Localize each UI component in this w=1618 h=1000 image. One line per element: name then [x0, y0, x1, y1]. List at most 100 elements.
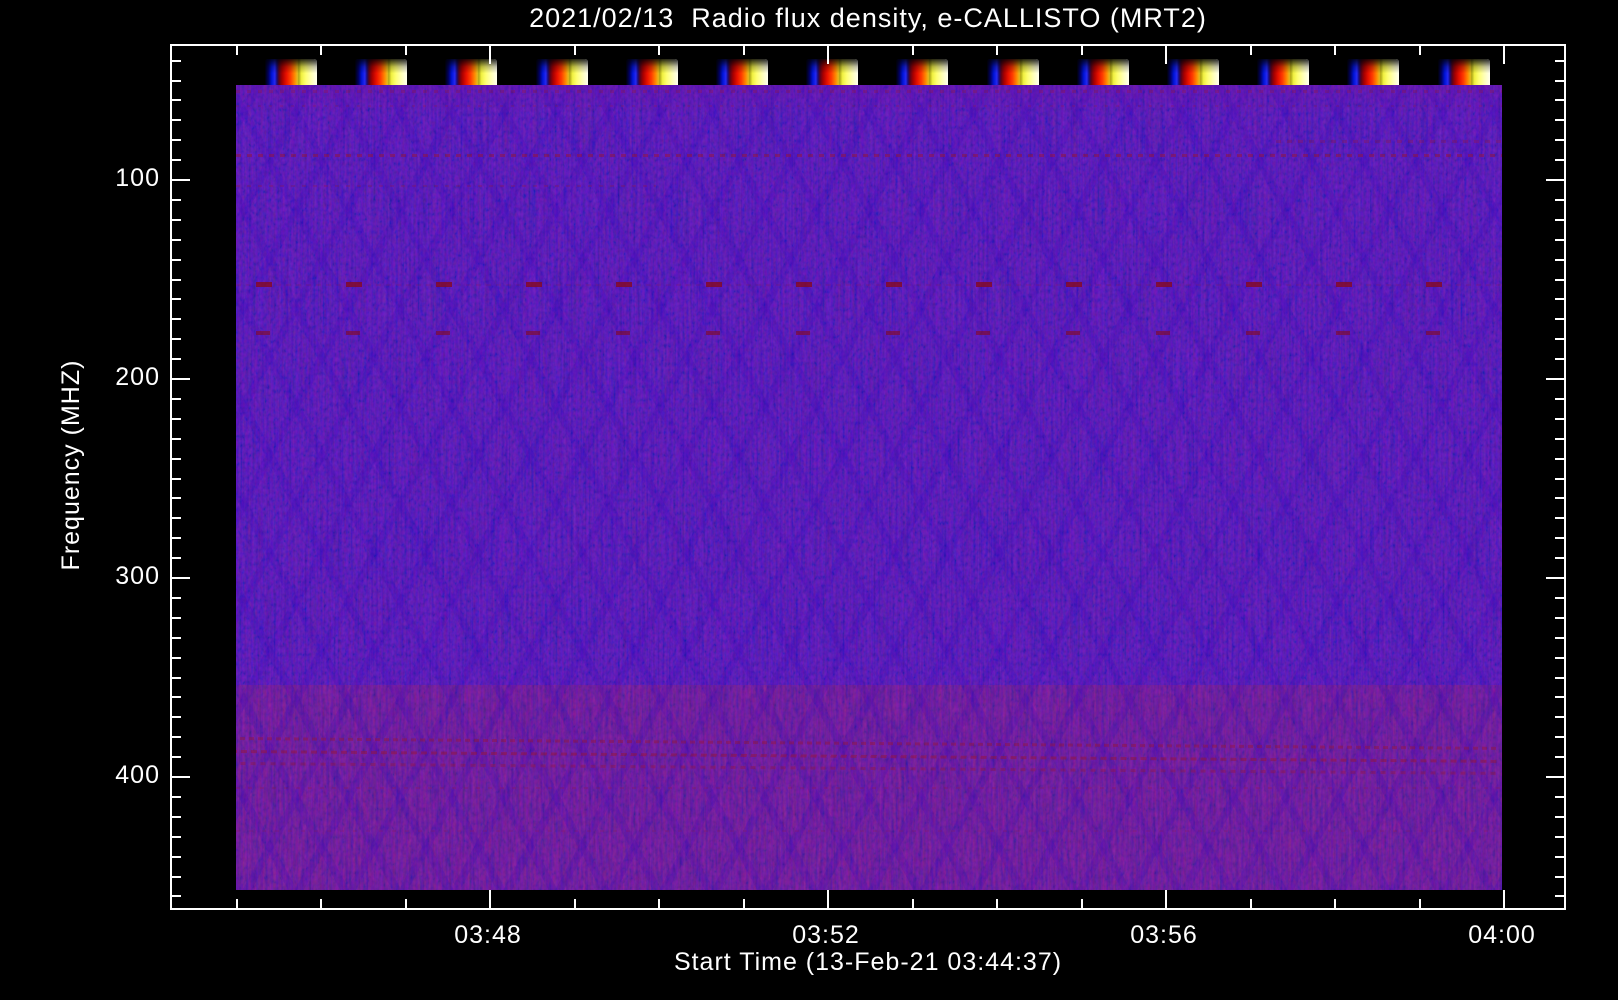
interference-line: [256, 331, 1502, 335]
axis-tick: [172, 497, 181, 500]
axis-tick: [1555, 656, 1564, 659]
top-mottle-overlay: [236, 85, 1502, 115]
axis-tick: [172, 676, 181, 679]
axis-tick: [911, 899, 914, 908]
axis-tick: [172, 139, 181, 142]
axis-tick: [235, 46, 238, 55]
calibration-burst: [986, 59, 1039, 85]
axis-tick: [1418, 899, 1421, 908]
x-tick-label: 04:00: [1468, 921, 1536, 949]
axis-tick: [1555, 298, 1564, 301]
axis-tick: [1555, 537, 1564, 540]
x-tick-label: 03:52: [792, 921, 860, 949]
axis-tick: [1080, 46, 1083, 55]
axis-tick: [1546, 577, 1564, 579]
axis-tick: [911, 46, 914, 55]
axis-tick: [1546, 378, 1564, 380]
axis-tick: [172, 616, 181, 619]
y-axis-title: Frequency (MHZ): [57, 359, 85, 571]
axis-tick: [172, 656, 181, 659]
axis-tick: [1334, 899, 1336, 908]
axis-tick: [1555, 636, 1564, 639]
axis-tick: [1334, 46, 1336, 55]
axis-tick: [1555, 517, 1564, 520]
axis-tick: [172, 79, 181, 82]
axis-tick: [996, 46, 998, 55]
interference-line: [236, 105, 1502, 107]
calibration-burst: [1257, 59, 1310, 85]
y-tick-label: 100: [115, 164, 160, 192]
axis-tick: [1555, 616, 1564, 619]
calibration-band: [236, 59, 1502, 85]
axis-tick: [1555, 437, 1564, 440]
axis-tick: [658, 899, 660, 908]
interference-line: [256, 282, 1502, 287]
axis-tick: [404, 899, 407, 908]
axis-tick: [172, 338, 181, 341]
axis-tick: [172, 358, 181, 361]
axis-tick: [172, 238, 181, 241]
axis-tick: [1555, 497, 1564, 500]
axis-tick: [1555, 457, 1564, 460]
calibration-burst: [896, 59, 949, 85]
axis-tick: [172, 278, 181, 281]
axis-tick: [172, 159, 181, 162]
axis-tick: [172, 397, 181, 400]
axis-tick: [827, 46, 829, 64]
axis-tick: [172, 59, 181, 62]
calibration-burst: [1076, 59, 1129, 85]
axis-tick: [320, 46, 322, 55]
axis-tick: [235, 899, 238, 908]
axis-tick: [172, 198, 181, 201]
axis-tick: [172, 119, 181, 122]
axis-tick: [1555, 198, 1564, 201]
axis-tick: [172, 716, 181, 719]
axis-tick: [1555, 716, 1564, 719]
axis-tick: [1555, 338, 1564, 341]
calibration-burst: [265, 59, 317, 85]
axis-tick: [1555, 756, 1564, 759]
calibration-burst: [445, 59, 498, 85]
plot-frame: [170, 44, 1566, 910]
x-tick-label: 03:48: [454, 921, 522, 949]
y-tick-label: 300: [115, 562, 160, 590]
axis-tick: [1555, 99, 1564, 102]
axis-tick: [172, 696, 181, 699]
axis-tick: [172, 756, 181, 759]
interference-line: [236, 284, 1502, 286]
axis-tick: [172, 378, 190, 380]
interference-line: [1276, 140, 1502, 143]
interference-line: [236, 90, 1502, 93]
axis-tick: [172, 457, 181, 460]
calibration-burst: [1347, 59, 1400, 85]
axis-tick: [1555, 417, 1564, 420]
x-axis-title: Start Time (13-Feb-21 03:44:37): [673, 948, 1063, 976]
axis-tick: [1555, 557, 1564, 560]
chart-title: 2021/02/13 Radio flux density, e-CALLIST…: [529, 3, 1207, 33]
interference-line: [236, 185, 656, 187]
axis-tick: [658, 46, 660, 55]
interference-line: [236, 830, 1502, 832]
axis-tick: [1555, 676, 1564, 679]
axis-tick: [172, 815, 181, 818]
axis-tick: [1555, 218, 1564, 221]
axis-tick: [172, 298, 181, 301]
axis-tick: [1503, 46, 1505, 64]
axis-tick: [742, 46, 745, 55]
axis-tick: [172, 179, 190, 181]
axis-tick: [172, 557, 181, 560]
axis-tick: [1555, 159, 1564, 162]
calibration-burst: [716, 59, 768, 85]
axis-tick: [172, 517, 181, 520]
axis-tick: [1555, 79, 1564, 82]
axis-tick: [1249, 46, 1252, 55]
axis-tick: [172, 855, 181, 858]
axis-tick: [1165, 890, 1167, 908]
axis-tick: [1555, 596, 1564, 599]
axis-tick: [172, 875, 181, 878]
axis-tick: [1555, 278, 1564, 281]
axis-tick: [1555, 696, 1564, 699]
axis-tick: [573, 899, 576, 908]
axis-tick: [1555, 835, 1564, 838]
axis-tick: [1555, 238, 1564, 241]
